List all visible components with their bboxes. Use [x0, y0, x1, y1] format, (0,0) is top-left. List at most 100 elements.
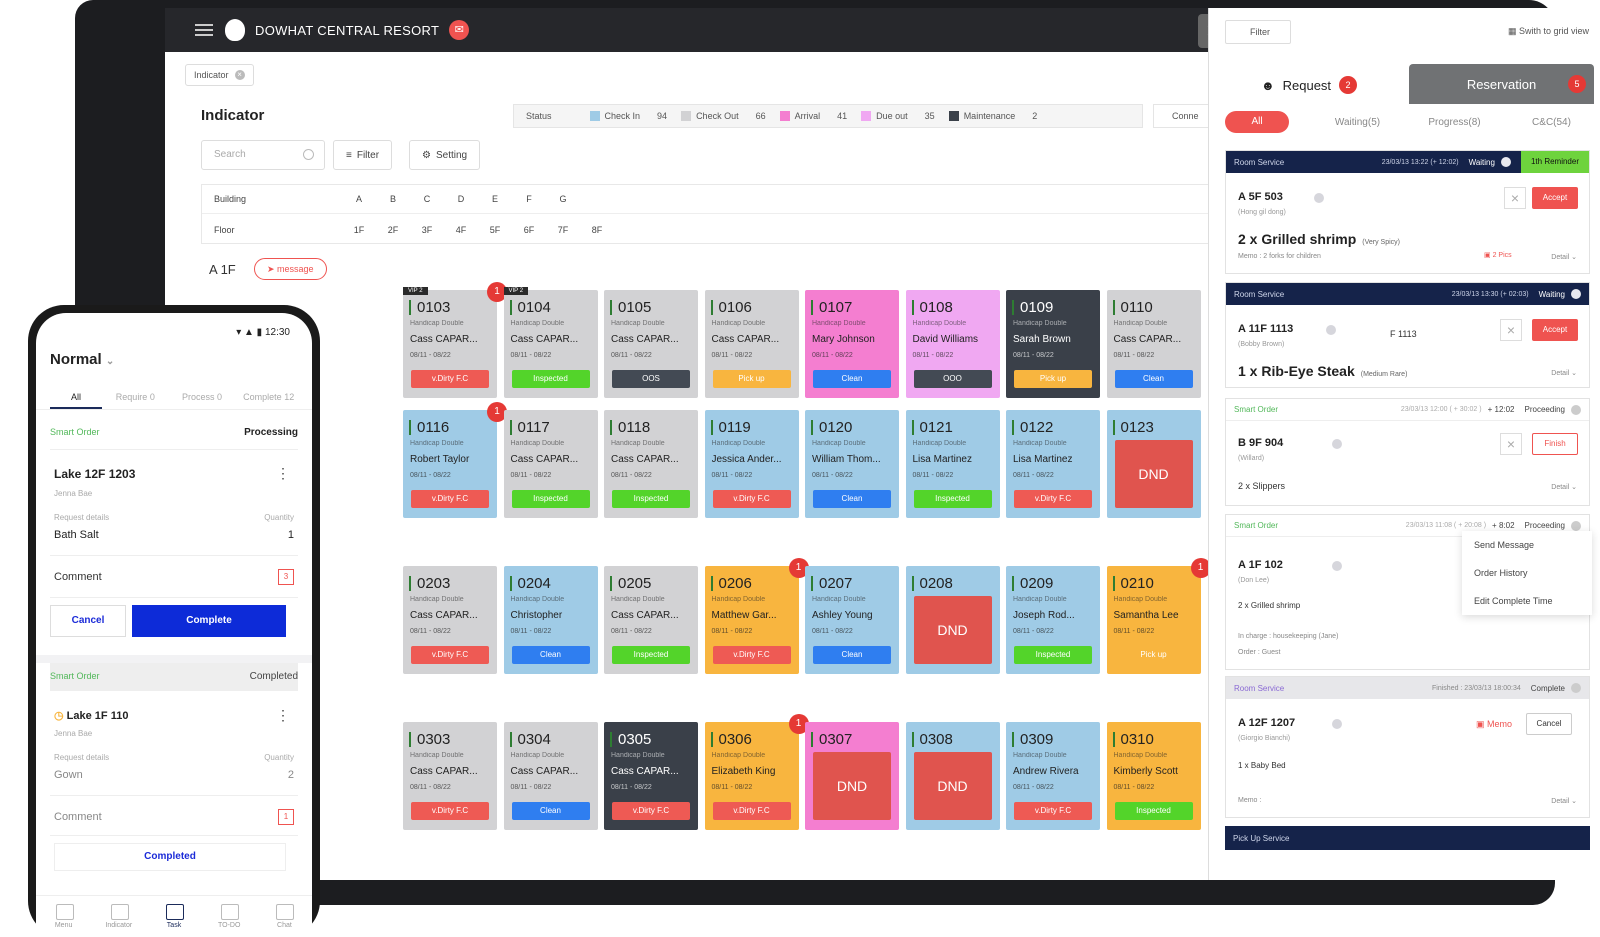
- filter-button[interactable]: ≡ Filter: [333, 140, 393, 170]
- comment-label[interactable]: Comment: [54, 811, 102, 823]
- detail-toggle[interactable]: Detail ⌄: [1551, 484, 1577, 491]
- room-card[interactable]: 0108 Handicap Double David Williams 08/11 -…: [905, 290, 1000, 398]
- floor-option[interactable]: 1F: [353, 224, 365, 235]
- comment-label[interactable]: Comment: [54, 571, 102, 583]
- floor-option[interactable]: 4F: [455, 224, 467, 235]
- request-card[interactable]: Smart Order 23/03/13 12:00 ( + 30:02 ) + 1…: [1225, 398, 1590, 506]
- subtab-all[interactable]: All: [1225, 111, 1289, 133]
- room-card[interactable]: 0204 Handicap Double Christopher 08/11 - 08…: [503, 566, 598, 674]
- room-card[interactable]: 0308 DND: [905, 722, 1000, 830]
- setting-button[interactable]: ⚙ Setting: [409, 140, 481, 170]
- menu-send-message[interactable]: Send Message: [1474, 540, 1535, 550]
- room-card[interactable]: 0203 Handicap Double Cass CAPAR... 08/11 - …: [403, 566, 497, 674]
- room-card[interactable]: 0106 Handicap Double Cass CAPAR... 08/11 - …: [704, 290, 799, 398]
- request-card[interactable]: Pick Up Service: [1225, 826, 1590, 850]
- search-input[interactable]: Search: [201, 140, 325, 170]
- tab-complete[interactable]: Complete 12: [235, 385, 302, 409]
- menu-edit-complete-time[interactable]: Edit Complete Time: [1474, 596, 1553, 606]
- menu-icon[interactable]: [195, 24, 213, 36]
- floor-option[interactable]: 8F: [591, 224, 603, 235]
- room-card[interactable]: 0121 Handicap Double Lisa Martinez 08/11 - …: [905, 410, 1000, 518]
- tab-request[interactable]: ☻ Request 2: [1209, 66, 1409, 104]
- room-card[interactable]: 0105 Handicap Double Cass CAPAR... 08/11 - …: [604, 290, 698, 398]
- room-card[interactable]: 0310 Handicap Double Kimberly Scott 08/11 -…: [1106, 722, 1201, 830]
- room-card[interactable]: 0110 Handicap Double Cass CAPAR... 08/11 - …: [1106, 290, 1201, 398]
- request-card[interactable]: Smart Order 23/03/13 11:08 ( + 20:08 ) + 8…: [1225, 514, 1592, 670]
- room-card[interactable]: 0103 Handicap Double Cass CAPAR... 08/11 - …: [403, 282, 507, 398]
- building-option[interactable]: E: [491, 194, 498, 204]
- room-card[interactable]: 0104 Handicap Double Cass CAPAR... 08/11 - …: [503, 287, 598, 398]
- room-card[interactable]: 0309 Handicap Double Andrew Rivera 08/11 - …: [1006, 722, 1100, 830]
- status-item[interactable]: Due out 35: [861, 111, 935, 121]
- complete-button[interactable]: Complete: [132, 605, 286, 637]
- room-card[interactable]: 0306 Handicap Double Elizabeth King 08/11 -…: [704, 714, 809, 830]
- nav-todo[interactable]: TO-DO: [202, 896, 257, 937]
- request-card[interactable]: Room Service 23/03/13 13:30 (+ 02:03) Wait…: [1225, 282, 1590, 388]
- cancel-button[interactable]: Cancel: [1526, 713, 1572, 735]
- room-card[interactable]: 0122 Handicap Double Lisa Martinez 08/11 - …: [1006, 410, 1100, 518]
- room-card[interactable]: 0107 Handicap Double Mary Johnson 08/11 - 0…: [805, 290, 899, 398]
- status-item[interactable]: Check In 94: [589, 111, 667, 121]
- nav-chat[interactable]: Chat: [257, 896, 312, 937]
- room-card[interactable]: 0207 Handicap Double Ashley Young 08/11 - 0…: [805, 566, 899, 674]
- room-card[interactable]: 0305 Handicap Double Cass CAPAR... 08/11 - …: [604, 722, 698, 830]
- room-card[interactable]: 0119 Handicap Double Jessica Ander... 08/11…: [704, 410, 799, 518]
- room-card[interactable]: 0117 Handicap Double Cass CAPAR... 08/11 - …: [503, 410, 598, 518]
- mode-selector[interactable]: Normal ⌄: [50, 351, 114, 368]
- breadcrumb-tag[interactable]: Indicator ×: [185, 64, 254, 86]
- nav-task[interactable]: Task: [146, 896, 201, 937]
- floor-option[interactable]: 2F: [387, 224, 399, 235]
- building-option[interactable]: F: [526, 194, 532, 204]
- request-card[interactable]: Room Service Finished : 23/03/13 18:00:34…: [1225, 676, 1590, 818]
- building-option[interactable]: A: [355, 194, 362, 204]
- building-option[interactable]: G: [559, 194, 567, 204]
- reject-button[interactable]: ×: [1504, 187, 1526, 209]
- completed-button[interactable]: Completed: [54, 843, 286, 871]
- building-option[interactable]: D: [457, 194, 465, 204]
- room-card[interactable]: 0116 Handicap Double Robert Taylor 08/11 - …: [403, 402, 507, 518]
- memo-button[interactable]: ▣ Memo: [1476, 719, 1513, 729]
- room-card[interactable]: 0208 DND: [905, 566, 1000, 674]
- accept-button[interactable]: Accept: [1532, 319, 1578, 341]
- grid-view-toggle[interactable]: ▦ Swith to grid view: [1507, 26, 1589, 36]
- room-card[interactable]: 0304 Handicap Double Cass CAPAR... 08/11 - …: [503, 722, 598, 830]
- floor-option[interactable]: 5F: [489, 224, 501, 235]
- floor-option[interactable]: 6F: [523, 224, 535, 235]
- detail-toggle[interactable]: Detail ⌄: [1551, 798, 1577, 805]
- detail-toggle[interactable]: Detail ⌄: [1551, 370, 1577, 377]
- order-card[interactable]: Smart Order Processing Lake 12F 1203 ⋮ J…: [50, 421, 298, 651]
- close-icon[interactable]: ×: [234, 70, 245, 80]
- room-card[interactable]: 0303 Handicap Double Cass CAPAR... 08/11 - …: [403, 722, 497, 830]
- room-card[interactable]: 0307 DND: [805, 722, 899, 830]
- tab-require[interactable]: Require 0: [102, 385, 169, 409]
- notification-icon[interactable]: ✉: [449, 20, 470, 40]
- menu-order-history[interactable]: Order History: [1474, 568, 1528, 578]
- room-card[interactable]: 0118 Handicap Double Cass CAPAR... 08/11 - …: [604, 410, 698, 518]
- room-card[interactable]: 0206 Handicap Double Matthew Gar... 08/11 -…: [704, 558, 809, 674]
- floor-option[interactable]: 3F: [421, 224, 433, 235]
- status-item[interactable]: Maintenance 2: [948, 111, 1037, 121]
- more-icon[interactable]: ⋮: [276, 465, 290, 481]
- room-card[interactable]: 0209 Handicap Double Joseph Rod... 08/11 - …: [1006, 566, 1100, 674]
- order-card[interactable]: Smart Order Completed ◷ Lake 1F 110 ⋮ Je…: [50, 663, 298, 877]
- subtab-cc[interactable]: C&C(54): [1532, 116, 1571, 128]
- panel-filter-button[interactable]: Filter: [1225, 20, 1291, 44]
- pics-link[interactable]: ▣ 2 Pics: [1484, 252, 1512, 259]
- room-card[interactable]: 0109 Handicap Double Sarah Brown 08/11 - 08…: [1006, 290, 1100, 398]
- accept-button[interactable]: Accept: [1532, 187, 1578, 209]
- room-card[interactable]: 0210 Handicap Double Samantha Lee 08/11 - 0…: [1106, 558, 1211, 674]
- room-card[interactable]: 0205 Handicap Double Cass CAPAR... 08/11 - …: [604, 566, 698, 674]
- more-icon[interactable]: ⋮: [276, 707, 290, 723]
- tab-process[interactable]: Process 0: [169, 385, 236, 409]
- floor-option[interactable]: 7F: [557, 224, 569, 235]
- request-card[interactable]: Room Service 23/03/13 13:22 (+ 12:02) Wait…: [1225, 150, 1590, 274]
- detail-toggle[interactable]: Detail ⌄: [1551, 254, 1577, 261]
- room-card[interactable]: 0123 DND: [1106, 410, 1201, 518]
- status-item[interactable]: Arrival 41: [779, 111, 847, 121]
- room-card[interactable]: 0120 Handicap Double William Thom... 08/11 …: [805, 410, 899, 518]
- tab-reservation[interactable]: Reservation 5: [1409, 64, 1594, 104]
- subtab-progress[interactable]: Progress(8): [1428, 116, 1481, 128]
- tab-all[interactable]: All: [50, 385, 102, 409]
- cancel-button[interactable]: Cancel: [50, 605, 126, 637]
- reject-button[interactable]: ×: [1500, 433, 1522, 455]
